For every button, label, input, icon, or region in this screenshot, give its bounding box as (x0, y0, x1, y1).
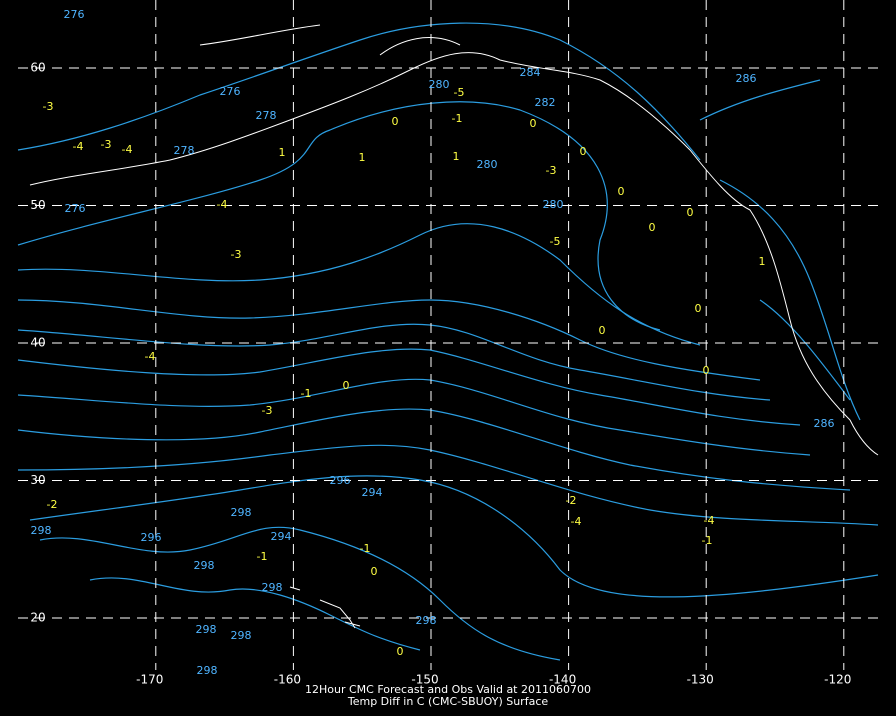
latitude-label: 60 (30, 61, 45, 75)
temp-diff-label: 0 (343, 379, 350, 392)
temp-diff-label: -5 (454, 86, 465, 99)
longitude-label: -140 (549, 673, 576, 687)
temp-diff-label: -5 (550, 235, 561, 248)
isotherm-label: 296 (141, 531, 162, 544)
isotherm-label: 276 (65, 202, 86, 215)
longitude-label: -160 (274, 673, 301, 687)
temp-diff-label: 0 (703, 364, 710, 377)
isotherm-label: 280 (429, 78, 450, 91)
isotherm-label: 298 (231, 506, 252, 519)
temp-diff-label: 0 (397, 645, 404, 658)
temp-diff-label: 0 (599, 324, 606, 337)
isotherm-label: 286 (814, 417, 835, 430)
latitude-label: 50 (30, 198, 45, 212)
temp-diff-label: -1 (257, 550, 268, 563)
isotherm-label: 280 (543, 198, 564, 211)
temp-diff-label: 1 (453, 150, 460, 163)
isotherm-label: 298 (31, 524, 52, 537)
temp-diff-label: 0 (649, 221, 656, 234)
longitude-label: -130 (687, 673, 714, 687)
latitude-label: 30 (30, 473, 45, 487)
isotherm-label: 282 (535, 96, 556, 109)
map-subtitle: Temp Diff in C (CMC-SBUOY) Surface (347, 695, 549, 708)
isotherm-label: 278 (174, 144, 195, 157)
longitude-label: -170 (136, 673, 163, 687)
temp-diff-label: 0 (371, 565, 378, 578)
isotherm-label: 298 (196, 623, 217, 636)
temp-diff-label: -3 (43, 100, 54, 113)
isotherm-label: 298 (194, 559, 215, 572)
temp-diff-label: 0 (530, 117, 537, 130)
isotherms (17, 22, 879, 661)
isotherm-label: 298 (231, 629, 252, 642)
latitude-label: 20 (30, 611, 45, 625)
isotherm-label: 298 (197, 664, 218, 677)
graticule: 60 50 40 30 20 -170 -160 -150 -140 -130 -120 (18, 0, 878, 687)
coastlines (29, 24, 879, 629)
isotherm-label: 278 (256, 109, 277, 122)
temp-diff-label: -3 (101, 138, 112, 151)
temp-diff-label: -4 (217, 198, 228, 211)
temp-diff-label: 0 (392, 115, 399, 128)
temp-diff-label: 0 (695, 302, 702, 315)
isotherm-label: 286 (736, 72, 757, 85)
temp-diff-label: 0 (618, 185, 625, 198)
temp-diff-label: -3 (231, 248, 242, 261)
temp-diff-label: -3 (262, 404, 273, 417)
isotherm-label: 284 (520, 66, 541, 79)
isotherm-label: 298 (262, 581, 283, 594)
temp-diff-label: -3 (546, 164, 557, 177)
map-title: 12Hour CMC Forecast and Obs Valid at 201… (305, 683, 591, 696)
isotherm-label: 296 (330, 474, 351, 487)
temp-diff-label: -2 (47, 498, 58, 511)
temp-diff-label: 0 (687, 206, 694, 219)
longitude-label: -120 (824, 673, 851, 687)
temp-diff-label: -1 (301, 387, 312, 400)
temp-diff-label: -4 (73, 140, 84, 153)
isotherm-label: 294 (362, 486, 383, 499)
temp-diff-label: 0 (580, 145, 587, 158)
isotherm-label: 276 (64, 8, 85, 21)
isotherm-label: 298 (416, 614, 437, 627)
temp-diff-label: 1 (359, 151, 366, 164)
isotherm-label: 276 (220, 85, 241, 98)
temp-diff-label: -4 (145, 350, 156, 363)
temp-diff-label: 1 (759, 255, 766, 268)
temp-diff-label: 1 (279, 146, 286, 159)
longitude-label: -150 (411, 673, 438, 687)
latitude-label: 40 (30, 336, 45, 350)
temp-diff-label: -1 (452, 112, 463, 125)
temp-diff-label: -4 (704, 514, 715, 527)
isotherm-label: 280 (477, 158, 498, 171)
isotherm-label: 294 (271, 530, 292, 543)
temp-diff-label: -2 (566, 494, 577, 507)
temp-diff-label: -4 (571, 515, 582, 528)
temp-diff-label: -4 (122, 143, 133, 156)
temp-diff-label: -1 (702, 534, 713, 547)
temp-diff-label: -1 (360, 542, 371, 555)
